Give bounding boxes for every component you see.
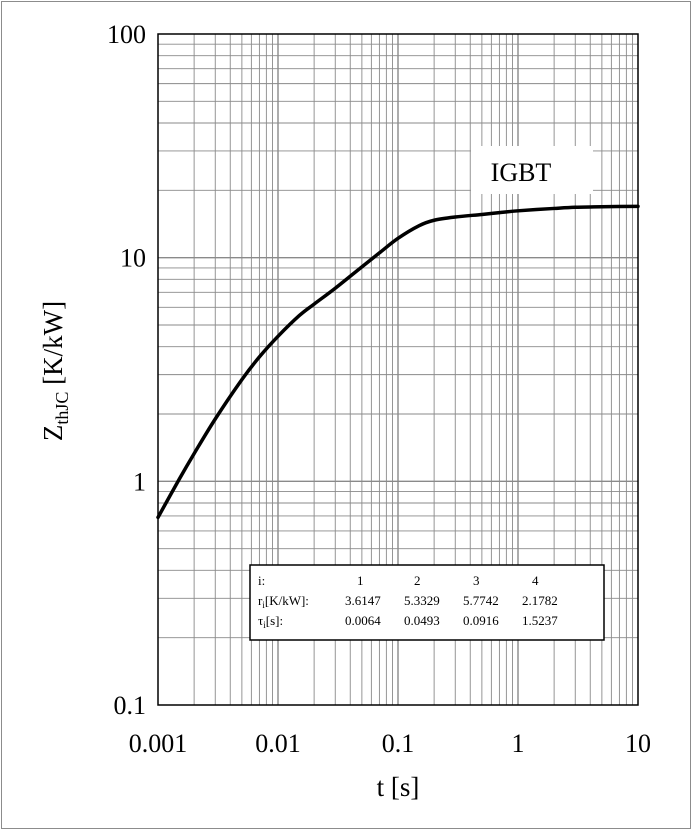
y-axis-ticks: 0.1 1 10 100 [107,20,146,720]
x-tick-label: 1 [512,729,525,758]
x-tick-label: 0.001 [129,729,188,758]
y-tick-label: 1 [133,467,146,496]
y-tick-label: 10 [120,244,146,273]
table-r-cell: 2.1782 [522,593,558,608]
table-index-cell: 1 [357,573,364,588]
table-r-cell: 3.6147 [345,593,381,608]
plot-area-border [157,33,639,706]
x-tick-label: 0.01 [255,729,301,758]
y-axis-label: ZthJC [K/kW] [38,301,72,441]
table-r-cell: 5.7742 [463,593,499,608]
table-tau-cell: 0.0916 [463,613,499,628]
series-line-igbt [156,204,640,520]
y-tick-label: 100 [107,20,146,49]
parameter-table-box [249,564,605,641]
table-r-cell: 5.3329 [404,593,440,608]
x-tick-label: 0.1 [382,729,415,758]
parameter-table: i: ri[K/kW]: τi[s]: 1 2 3 4 3.6147 5.332… [249,564,605,641]
y-tick-label: 0.1 [114,691,147,720]
table-index-cell: 2 [414,573,421,588]
x-axis-ticks: 0.001 0.01 0.1 1 10 [129,729,651,758]
table-tau-cell: 1.5237 [522,613,558,628]
series-label-box [471,146,593,194]
table-label-index: i: [258,573,265,588]
table-index-cell: 4 [532,573,539,588]
x-axis-label: t [s] [377,772,420,802]
x-tick-label: 10 [625,729,651,758]
table-index-cell: 3 [473,573,480,588]
table-label-tau: τi[s]: [258,613,283,630]
table-tau-cell: 0.0493 [404,613,440,628]
series-label-igbt: IGBT [491,158,552,187]
table-label-r: ri[K/kW]: [258,593,309,610]
table-tau-cell: 0.0064 [345,613,381,628]
